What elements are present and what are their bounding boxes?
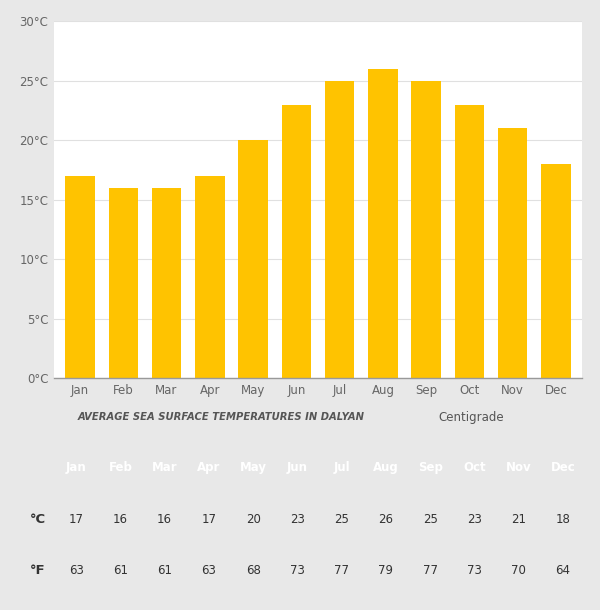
Text: May: May: [239, 462, 266, 475]
Text: 17: 17: [68, 513, 83, 526]
Text: Dec: Dec: [550, 462, 575, 475]
Text: Oct: Oct: [463, 462, 485, 475]
Bar: [195, 176, 224, 378]
Bar: [325, 81, 355, 378]
Text: 25: 25: [422, 513, 437, 526]
Text: Mar: Mar: [152, 462, 178, 475]
Text: 73: 73: [290, 564, 305, 577]
Text: 17: 17: [202, 513, 217, 526]
Bar: [152, 188, 181, 378]
Text: 70: 70: [511, 564, 526, 577]
Bar: [238, 140, 268, 378]
Bar: [65, 176, 95, 378]
Text: 20: 20: [245, 513, 260, 526]
Text: 16: 16: [157, 513, 172, 526]
Bar: [281, 105, 311, 378]
Text: Jul: Jul: [334, 462, 350, 475]
Text: 21: 21: [511, 513, 526, 526]
Text: °F: °F: [29, 564, 46, 577]
Text: 68: 68: [245, 564, 260, 577]
Text: 26: 26: [379, 513, 394, 526]
Text: 18: 18: [556, 513, 571, 526]
Text: Centigrade: Centigrade: [438, 411, 503, 424]
Text: 77: 77: [334, 564, 349, 577]
Text: 23: 23: [290, 513, 305, 526]
Text: Aug: Aug: [373, 462, 399, 475]
Bar: [541, 164, 571, 378]
Bar: [498, 128, 527, 378]
Text: Jan: Jan: [66, 462, 86, 475]
Text: Nov: Nov: [506, 462, 532, 475]
Text: 79: 79: [379, 564, 394, 577]
Text: 23: 23: [467, 513, 482, 526]
Text: 61: 61: [157, 564, 172, 577]
Text: °C: °C: [29, 513, 46, 526]
Text: 73: 73: [467, 564, 482, 577]
Text: Feb: Feb: [109, 462, 133, 475]
Text: 64: 64: [556, 564, 571, 577]
Text: Jun: Jun: [287, 462, 308, 475]
Text: 61: 61: [113, 564, 128, 577]
Bar: [109, 188, 138, 378]
Text: AVERAGE SEA SURFACE TEMPERATURES IN DALYAN: AVERAGE SEA SURFACE TEMPERATURES IN DALY…: [78, 412, 365, 422]
Bar: [368, 69, 398, 378]
Text: 16: 16: [113, 513, 128, 526]
Bar: [412, 81, 441, 378]
Text: Apr: Apr: [197, 462, 221, 475]
Text: 25: 25: [334, 513, 349, 526]
Bar: [455, 105, 484, 378]
Text: Sep: Sep: [418, 462, 443, 475]
Text: 63: 63: [202, 564, 217, 577]
Text: 63: 63: [68, 564, 83, 577]
Text: 77: 77: [422, 564, 437, 577]
